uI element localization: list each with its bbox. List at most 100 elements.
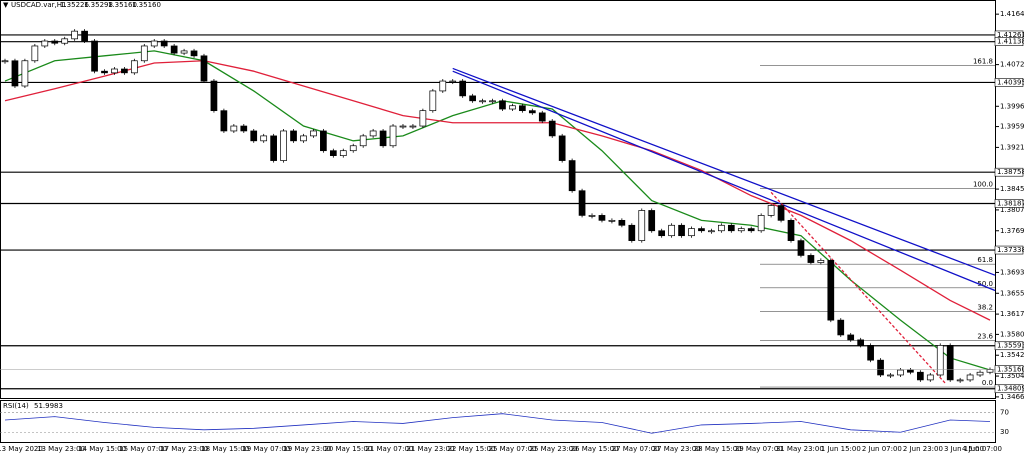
candle <box>538 112 546 122</box>
fib-label: 38.2 <box>977 303 993 311</box>
candle <box>588 215 596 217</box>
x-tick-label: 1 Jun 15:00 <box>821 445 861 453</box>
candle <box>857 339 865 346</box>
x-tick-label: 13 May 2020 <box>0 445 43 453</box>
fib-label: 23.6 <box>977 332 993 340</box>
x-tick-label: 22 May 15:00 <box>447 445 495 453</box>
candle <box>558 135 566 161</box>
candle <box>509 105 516 110</box>
candle <box>727 224 735 232</box>
candle <box>976 371 984 376</box>
candle <box>399 125 407 128</box>
rsi-value: 51.9983 <box>34 402 63 410</box>
candle <box>150 40 158 47</box>
candle <box>379 130 387 147</box>
candle <box>638 210 646 241</box>
x-tick-label: 2 Jun 23:00 <box>903 445 943 453</box>
x-tick-label: 18 May 15:00 <box>201 445 249 453</box>
x-tick-label: 27 May 23:00 <box>653 445 701 453</box>
rsi-name: RSI(14) <box>3 402 29 410</box>
candle <box>220 110 228 132</box>
y-tick-label: 1.35800 <box>1000 330 1024 338</box>
candle <box>877 359 884 376</box>
x-tick-label: 27 May 07:00 <box>612 445 660 453</box>
candle <box>598 215 606 221</box>
candle <box>897 369 904 376</box>
main-pane <box>0 0 996 399</box>
rsi-pane <box>0 400 996 443</box>
candle <box>489 100 496 103</box>
fib-label: 161.8 <box>973 58 993 66</box>
candle <box>230 125 238 132</box>
candle <box>757 215 765 232</box>
ohlc-value: 1.35226 <box>60 1 89 9</box>
candle <box>966 374 974 381</box>
x-tick-label: 25 May 23:00 <box>530 445 578 453</box>
level-label: 1.41138 <box>997 38 1024 46</box>
candle <box>926 374 934 381</box>
candle <box>310 130 317 137</box>
level-box <box>994 341 1024 351</box>
candle <box>946 345 954 381</box>
trendline <box>452 67 996 276</box>
candle <box>81 30 88 42</box>
x-tick-label: 4 Jun 07:00 <box>962 445 1002 453</box>
candle <box>817 260 825 263</box>
candle <box>767 205 775 216</box>
level-label: 1.40395 <box>997 78 1024 86</box>
candle <box>867 345 874 361</box>
candle <box>260 135 268 142</box>
level-label: 1.35593 <box>997 342 1024 350</box>
level-label: 1.38758 <box>997 168 1024 176</box>
level-box <box>994 78 1024 87</box>
candle <box>568 160 576 192</box>
y-tick-label: 1.36550 <box>1000 289 1024 297</box>
x-tick-label: 20 May 15:00 <box>324 445 372 453</box>
candle <box>578 190 586 216</box>
candle <box>956 379 964 382</box>
y-tick-label: 1.36930 <box>1000 268 1024 276</box>
candle <box>61 38 69 44</box>
candle <box>479 100 486 103</box>
trendline <box>770 191 946 384</box>
level-box <box>994 245 1024 255</box>
candle <box>419 110 427 127</box>
candle <box>698 228 705 232</box>
y-tick-label: 1.39210 <box>1000 143 1024 151</box>
candle <box>130 60 138 74</box>
level-box <box>994 384 1024 394</box>
candle <box>449 80 457 83</box>
x-tick-label: 2 Jun 07:00 <box>862 445 902 453</box>
y-tick-label: 1.39590 <box>1000 123 1024 131</box>
candle <box>608 219 616 222</box>
y-tick-label: 1.35040 <box>1000 372 1024 380</box>
x-tick-label: 3 Jun 15:00 <box>944 445 984 453</box>
candle <box>21 60 29 87</box>
x-tick-label: 17 May 23:00 <box>160 445 208 453</box>
candle <box>459 80 467 97</box>
rsi-level-label: 30 <box>1000 428 1009 436</box>
candle <box>270 135 277 161</box>
candle <box>339 150 347 156</box>
candle <box>71 30 78 40</box>
candle <box>240 125 248 132</box>
level-label: 1.34809 <box>997 385 1024 393</box>
candle <box>190 50 198 57</box>
candle <box>31 45 39 62</box>
candle <box>718 224 725 232</box>
candle <box>349 145 357 152</box>
current-price-label: 1.35160 <box>997 365 1024 373</box>
candle <box>280 130 287 161</box>
candle <box>91 40 98 72</box>
trendline <box>452 70 996 292</box>
x-tick-label: 29 May 07:00 <box>735 445 783 453</box>
x-tick-label: 21 May 07:00 <box>365 445 413 453</box>
fib-label: 50.0 <box>977 280 993 288</box>
moving-average <box>4 60 991 321</box>
fib-label: 100.0 <box>973 181 993 189</box>
candle <box>1 60 9 63</box>
candle <box>708 230 715 233</box>
y-tick-label: 1.34660 <box>1000 393 1024 401</box>
candle <box>290 130 297 142</box>
ohlc-value: 1.35160 <box>132 1 161 9</box>
